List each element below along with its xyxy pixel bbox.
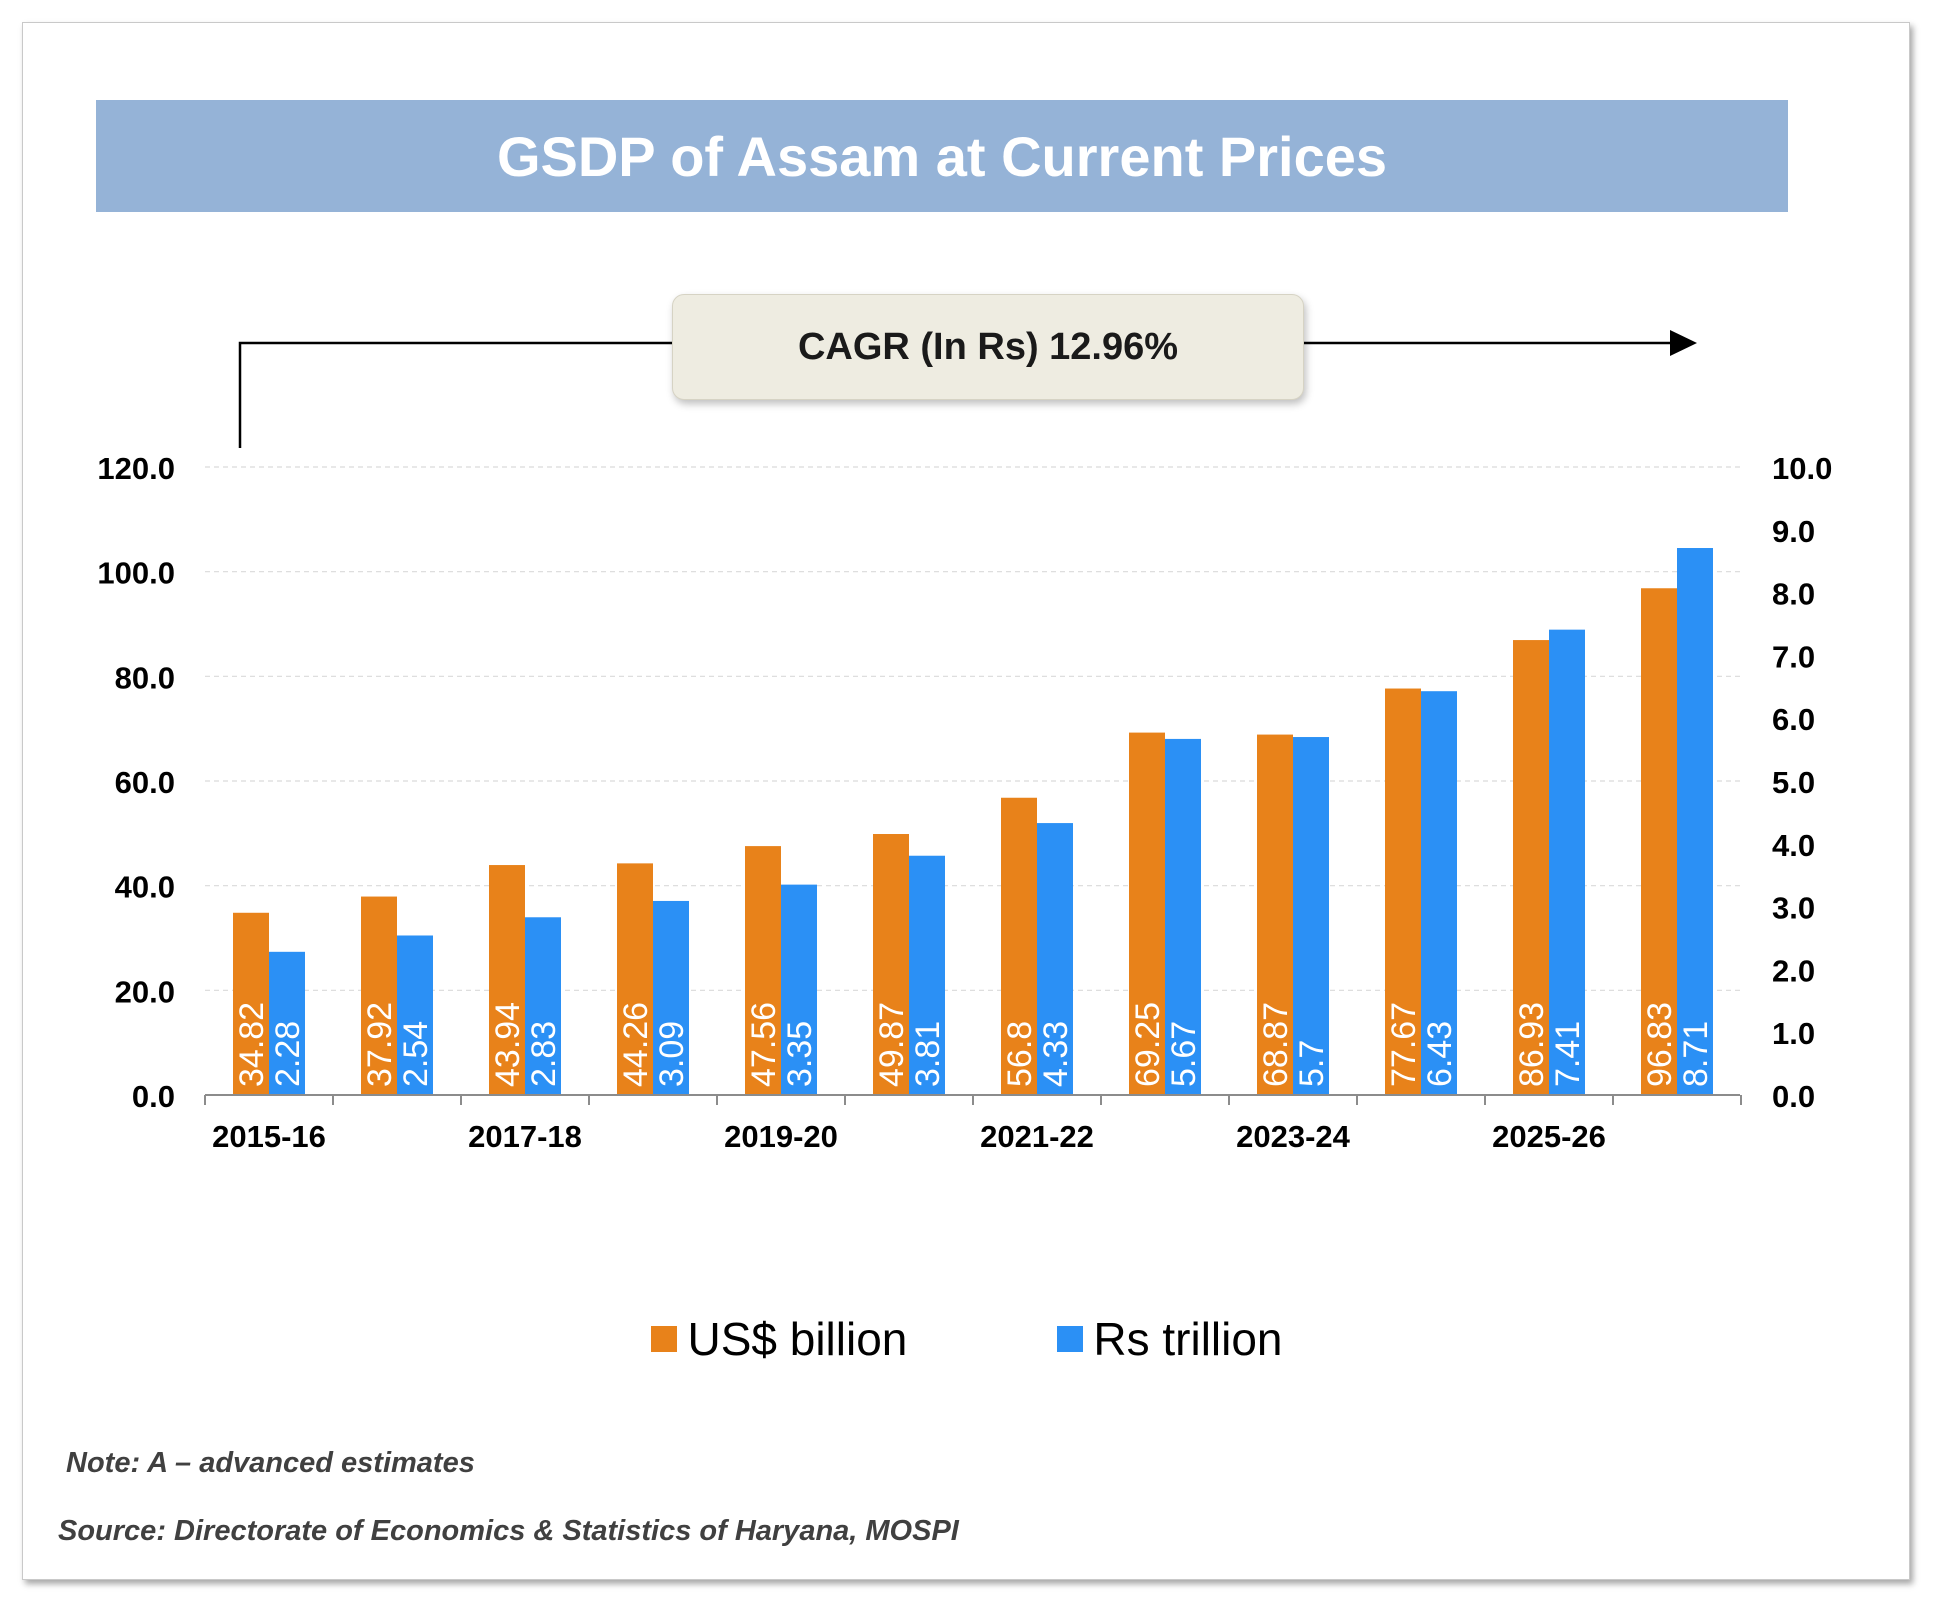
bar-rs [397,935,433,1095]
y-right-tick-label: 7.0 [1772,639,1815,674]
y-right-tick-label: 10.0 [1772,451,1832,486]
chart-title: GSDP of Assam at Current Prices [496,124,1388,188]
legend: US$ billion Rs trillion [0,1312,1934,1366]
y-right-tick-label: 1.0 [1772,1016,1815,1051]
y-left-tick-label: 100.0 [97,556,175,591]
bar-rs [1165,738,1201,1095]
bar-usd [233,912,269,1095]
x-tick-label: 2025-26 [1492,1119,1606,1154]
bar-usd [745,846,781,1095]
y-right-tick-label: 4.0 [1772,828,1815,863]
data-label-rs: 2.83 [525,1021,563,1087]
data-label-rs: 4.33 [1037,1021,1075,1087]
data-label-usd: 49.87 [873,1002,911,1087]
bar-usd [1385,688,1421,1095]
note-text: Note: A – advanced estimates [66,1447,475,1479]
y-right-tick-label: 0.0 [1772,1079,1815,1114]
data-label-usd: 77.67 [1385,1002,1423,1087]
data-label-usd: 56.8 [1001,1021,1039,1087]
bar-usd [1001,797,1037,1095]
title-banner: GSDP of Assam at Current Prices [96,100,1788,212]
y-right-tick-label: 9.0 [1772,514,1815,549]
data-label-rs: 3.35 [781,1021,819,1087]
legend-label-usd: US$ billion [687,1313,908,1365]
bar-usd [1641,588,1677,1095]
legend-swatch-usd [651,1326,678,1352]
bar-rs [653,900,689,1095]
x-tick-label: 2019-20 [724,1119,838,1154]
x-tick-label: 2017-18 [468,1119,582,1154]
y-right-tick-label: 8.0 [1772,577,1815,612]
x-tick-label: 2023-24 [1236,1119,1351,1154]
y-left-tick-label: 120.0 [97,451,175,486]
bar-usd [1513,640,1549,1095]
bar-rs [269,951,305,1095]
data-label-usd: 68.87 [1257,1002,1295,1087]
data-label-rs: 2.54 [397,1021,435,1087]
data-label-rs: 5.67 [1165,1021,1203,1087]
y-left-tick-label: 20.0 [115,974,175,1009]
bar-usd [489,865,525,1095]
bar-rs [1549,629,1585,1095]
legend-swatch-rs [1057,1326,1084,1352]
bar-usd [873,834,909,1095]
y-left-tick-label: 40.0 [115,870,175,905]
bar-rs [1421,691,1457,1095]
bar-rs [1293,737,1329,1095]
data-label-rs: 6.43 [1421,1021,1459,1087]
y-left-tick-label: 80.0 [115,660,175,695]
data-label-usd: 96.83 [1641,1002,1679,1087]
y-right-tick-label: 5.0 [1772,765,1815,800]
bar-usd [617,863,653,1095]
bar-usd [1257,734,1293,1095]
data-label-usd: 44.26 [617,1002,655,1087]
legend-label-rs: Rs trillion [1093,1313,1283,1365]
x-tick-label: 2015-16 [212,1119,326,1154]
x-tick-label: 2021-22 [980,1119,1094,1154]
data-label-rs: 7.41 [1549,1021,1587,1087]
data-label-usd: 69.25 [1129,1002,1167,1087]
data-label-rs: 2.28 [269,1021,307,1087]
data-label-usd: 34.82 [233,1002,271,1087]
chart-frame [22,22,1910,1580]
y-left-tick-label: 0.0 [132,1079,175,1114]
cagr-label: CAGR (In Rs) 12.96% [797,325,1179,368]
data-label-usd: 37.92 [361,1002,399,1087]
y-left-tick-label: 60.0 [115,765,175,800]
data-label-rs: 3.81 [909,1021,947,1087]
legend-item-usd: US$ billion [651,1312,907,1366]
y-right-tick-label: 2.0 [1772,953,1815,988]
y-right-tick-label: 3.0 [1772,891,1815,926]
bar-rs [909,855,945,1095]
data-label-rs: 5.7 [1293,1040,1331,1087]
cagr-callout: CAGR (In Rs) 12.96% [672,294,1304,400]
data-label-rs: 8.71 [1677,1021,1715,1087]
data-label-usd: 86.93 [1513,1002,1551,1087]
bar-rs [781,884,817,1095]
bar-rs [525,917,561,1095]
data-label-usd: 43.94 [489,1002,527,1087]
legend-item-rs: Rs trillion [1057,1312,1283,1366]
bar-usd [1129,732,1165,1095]
cagr-arrowhead [1670,330,1697,356]
cagr-connector-line [238,341,678,448]
bar-usd [361,896,397,1095]
bar-rs [1677,548,1713,1095]
y-right-tick-label: 6.0 [1772,702,1815,737]
data-label-usd: 47.56 [745,1002,783,1087]
data-label-rs: 3.09 [653,1021,691,1087]
source-text: Source: Directorate of Economics & Stati… [58,1515,959,1547]
bar-rs [1037,823,1073,1095]
